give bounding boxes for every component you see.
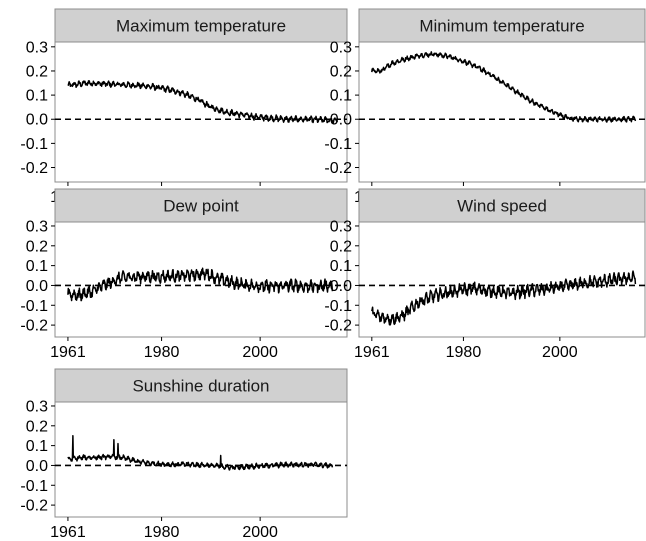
panel-sunshine-duration: Sunshine duration 0.3 0.2 0.1 0.0 -0.1 -0.2196… (20, 368, 348, 541)
series-line (371, 270, 637, 326)
y-tick-label: 0.2 (330, 63, 352, 80)
x-tick-label: 1961 (50, 344, 86, 361)
y-tick-label: -0.1 (20, 298, 48, 315)
y-tick-label: -0.1 (20, 136, 48, 153)
y-tick-label: 0.2 (330, 238, 352, 255)
panel-frame (54, 41, 348, 183)
series-line (67, 267, 334, 302)
x-tick-label: 1961 (354, 344, 390, 361)
series-line (371, 51, 637, 123)
x-tick-label: 1980 (144, 344, 180, 361)
y-tick-label: 0.1 (330, 88, 352, 105)
panel-strip (54, 8, 348, 43)
x-tick-label: 2000 (542, 344, 578, 361)
panel-strip (358, 188, 646, 223)
panel-frame (54, 221, 348, 338)
y-tick-label: 0.0 (26, 458, 48, 475)
panel-minimum-temperature: Minimum temperature0.30.20.10.0-0.1-0.21… (324, 8, 646, 206)
x-tick-label: 1961 (50, 524, 86, 541)
y-tick-label: 0.0 (26, 278, 48, 295)
y-tick-label: 0.3 (26, 39, 48, 56)
y-tick-label: -0.2 (20, 498, 48, 515)
y-tick-label: 0.0 (330, 112, 352, 129)
y-tick-label: 0.2 (26, 418, 48, 435)
y-tick-label: -0.2 (324, 318, 352, 335)
y-tick-label: 0.3 (330, 218, 352, 235)
panel-title: Minimum temperature (419, 17, 584, 36)
panel-strip (358, 8, 646, 43)
y-tick-label: -0.1 (324, 136, 352, 153)
y-tick-label: 0.0 (26, 112, 48, 129)
y-tick-label: 0.3 (26, 398, 48, 415)
y-tick-label: 0.2 (26, 238, 48, 255)
panel-strip (54, 368, 348, 403)
y-tick-label: -0.1 (324, 298, 352, 315)
panel-strip (54, 188, 348, 223)
panel-title: Maximum temperature (116, 17, 286, 36)
panel-title: Sunshine duration (132, 377, 269, 396)
x-tick-label: 1980 (446, 344, 482, 361)
y-tick-label: -0.1 (20, 478, 48, 495)
panel-title: Wind speed (457, 197, 547, 216)
y-tick-label: 0.3 (26, 218, 48, 235)
panel-title: Dew point (163, 197, 239, 216)
series-line (67, 80, 339, 125)
panel-frame (358, 221, 646, 338)
x-tick-label: 2000 (242, 344, 278, 361)
y-tick-label: -0.2 (20, 160, 48, 177)
y-tick-label: 0.3 (330, 39, 352, 56)
y-tick-label: -0.2 (20, 318, 48, 335)
x-tick-label: 1980 (144, 524, 180, 541)
y-tick-label: 0.1 (26, 258, 48, 275)
y-tick-label: -0.2 (324, 160, 352, 177)
panel-frame (54, 401, 348, 518)
y-tick-label: 0.0 (330, 278, 352, 295)
series-line (67, 434, 334, 471)
y-tick-label: 0.1 (330, 258, 352, 275)
y-tick-label: 0.2 (26, 63, 48, 80)
y-tick-label: 0.1 (26, 438, 48, 455)
y-tick-label: 0.1 (26, 88, 48, 105)
panel-maximum-temperature: Maximum temperature0.30.20.10.0-0.1-0.21… (20, 8, 348, 206)
x-tick-label: 2000 (242, 524, 278, 541)
panel-frame (358, 41, 646, 183)
